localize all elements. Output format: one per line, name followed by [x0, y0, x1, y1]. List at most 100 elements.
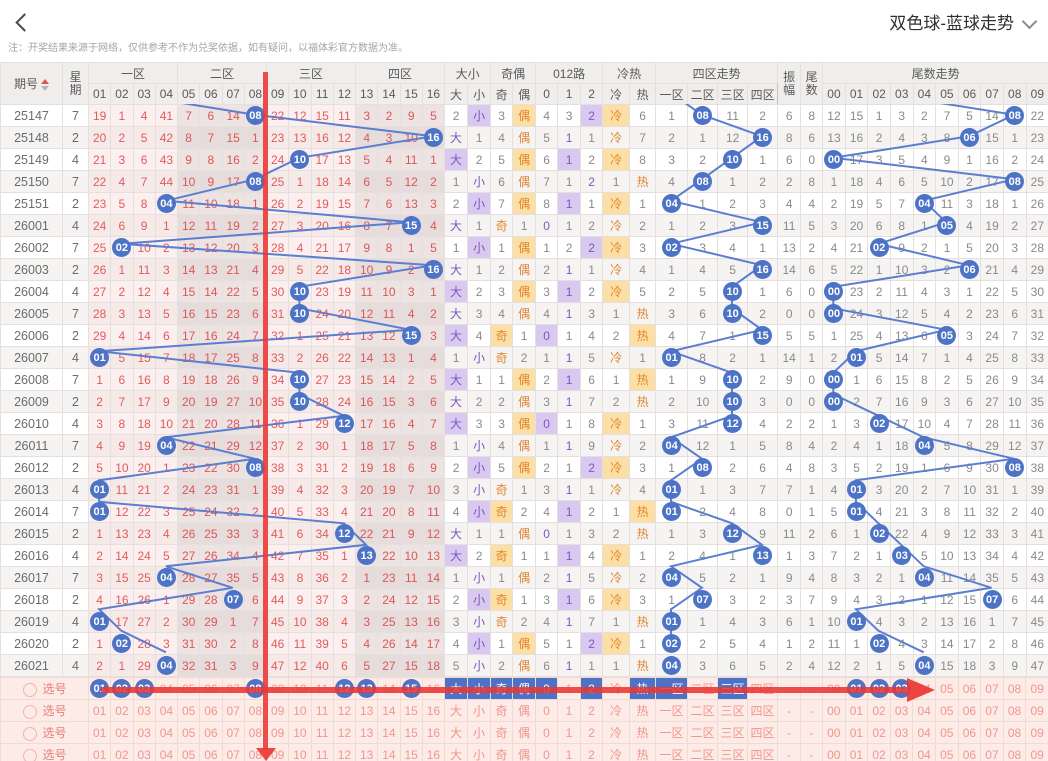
- trend-cell[interactable]: 12: [332, 721, 357, 744]
- trend-cell[interactable]: 07: [221, 743, 245, 761]
- trend-cell[interactable]: 二区: [687, 743, 719, 761]
- trend-cell[interactable]: -: [800, 743, 824, 761]
- trend-cell[interactable]: 14: [377, 743, 401, 761]
- trend-cell[interactable]: 08: [1002, 721, 1027, 744]
- trend-cell[interactable]: 14: [377, 699, 401, 722]
- trend-cell[interactable]: 15: [399, 743, 423, 761]
- trend-cell[interactable]: 10: [288, 743, 312, 761]
- trend-cell[interactable]: 01: [88, 699, 112, 722]
- trend-cell[interactable]: -: [777, 699, 802, 722]
- trend-cell[interactable]: 偶: [512, 699, 537, 722]
- trend-cell[interactable]: 08: [243, 699, 268, 722]
- trend-cell[interactable]: 大: [444, 743, 469, 761]
- trend-cell[interactable]: 07: [221, 699, 245, 722]
- trend-cell[interactable]: 一区: [655, 743, 689, 761]
- trend-cell[interactable]: -: [777, 743, 802, 761]
- trend-cell[interactable]: 01: [88, 721, 112, 744]
- pick-label[interactable]: 选号: [0, 699, 90, 722]
- trend-cell[interactable]: 冷: [602, 699, 631, 722]
- trend-cell[interactable]: 04: [154, 699, 179, 722]
- trend-cell[interactable]: 14: [377, 721, 401, 744]
- trend-cell[interactable]: 小: [467, 721, 492, 744]
- trend-cell[interactable]: 04: [912, 721, 936, 744]
- trend-cell[interactable]: 01: [88, 743, 112, 761]
- trend-cell[interactable]: 1: [557, 743, 582, 761]
- trend-cell[interactable]: 四区: [747, 721, 779, 744]
- trend-cell[interactable]: 09: [1025, 743, 1048, 761]
- trend-cell[interactable]: 04: [912, 699, 936, 722]
- trend-cell[interactable]: 02: [110, 699, 134, 722]
- trend-cell[interactable]: 09: [266, 721, 290, 744]
- trend-cell[interactable]: 05: [177, 699, 201, 722]
- trend-cell[interactable]: 10: [288, 721, 312, 744]
- trend-cell[interactable]: 06: [957, 699, 982, 722]
- trend-cell[interactable]: 0: [535, 699, 559, 722]
- trend-cell[interactable]: 05: [934, 677, 959, 700]
- trend-cell[interactable]: 06: [957, 721, 982, 744]
- trend-cell[interactable]: 05: [934, 721, 959, 744]
- trend-cell[interactable]: 03: [132, 699, 156, 722]
- trend-cell[interactable]: 08: [243, 721, 268, 744]
- trend-cell[interactable]: 01: [844, 743, 869, 761]
- trend-cell[interactable]: 热: [629, 721, 657, 744]
- trend-cell[interactable]: 小: [467, 699, 492, 722]
- trend-cell[interactable]: 08: [1002, 699, 1027, 722]
- trend-cell[interactable]: 07: [980, 699, 1004, 722]
- trend-cell[interactable]: 奇: [490, 743, 514, 761]
- trend-cell[interactable]: 12: [332, 743, 357, 761]
- trend-cell[interactable]: 大: [444, 699, 469, 722]
- trend-cell[interactable]: 01: [88, 677, 112, 700]
- trend-cell[interactable]: 偶: [512, 743, 537, 761]
- trend-cell[interactable]: 05: [934, 699, 959, 722]
- trend-cell[interactable]: 06: [199, 721, 223, 744]
- trend-cell[interactable]: 00: [822, 721, 846, 744]
- trend-cell[interactable]: 02: [867, 699, 891, 722]
- trend-cell[interactable]: 冷: [602, 743, 631, 761]
- trend-cell[interactable]: 09: [1025, 677, 1048, 700]
- trend-cell[interactable]: 一区: [655, 721, 689, 744]
- trend-cell[interactable]: 02: [110, 721, 134, 744]
- trend-cell[interactable]: 13: [355, 743, 379, 761]
- trend-cell[interactable]: 09: [1025, 699, 1048, 722]
- trend-cell[interactable]: 04: [154, 743, 179, 761]
- trend-cell[interactable]: 16: [421, 699, 446, 722]
- trend-cell[interactable]: 03: [889, 699, 914, 722]
- trend-cell[interactable]: 06: [957, 743, 982, 761]
- trend-cell[interactable]: 08: [1002, 677, 1027, 700]
- trend-cell[interactable]: 大: [444, 721, 469, 744]
- trend-cell[interactable]: 小: [467, 743, 492, 761]
- trend-cell[interactable]: 01: [844, 699, 869, 722]
- trend-cell[interactable]: 07: [221, 721, 245, 744]
- trend-cell[interactable]: 00: [822, 743, 846, 761]
- trend-cell[interactable]: 三区: [717, 743, 749, 761]
- trend-cell[interactable]: 11: [310, 721, 334, 744]
- trend-cell[interactable]: 1: [557, 721, 582, 744]
- trend-cell[interactable]: 15: [399, 721, 423, 744]
- pick-label[interactable]: 选号: [0, 743, 90, 761]
- trend-cell[interactable]: 12: [332, 699, 357, 722]
- trend-cell[interactable]: 08: [1002, 743, 1027, 761]
- radio-icon[interactable]: [22, 682, 37, 697]
- radio-icon[interactable]: [22, 704, 37, 719]
- trend-cell[interactable]: 0: [535, 721, 559, 744]
- trend-cell[interactable]: 05: [177, 721, 201, 744]
- trend-cell[interactable]: 06: [199, 743, 223, 761]
- trend-cell[interactable]: 10: [288, 699, 312, 722]
- trend-cell[interactable]: 09: [266, 699, 290, 722]
- pick-label[interactable]: 选号: [0, 721, 90, 744]
- trend-cell[interactable]: 冷: [602, 721, 631, 744]
- page-title-dropdown[interactable]: 双色球-蓝球走势: [889, 9, 1014, 34]
- trend-cell[interactable]: 16: [421, 743, 446, 761]
- trend-cell[interactable]: 03: [132, 743, 156, 761]
- trend-cell[interactable]: 2: [580, 743, 604, 761]
- trend-cell[interactable]: 11: [310, 699, 334, 722]
- trend-cell[interactable]: 二区: [687, 699, 719, 722]
- trend-cell[interactable]: 11: [310, 743, 334, 761]
- trend-cell[interactable]: 06: [199, 699, 223, 722]
- trend-cell[interactable]: 奇: [490, 699, 514, 722]
- trend-cell[interactable]: 0: [535, 743, 559, 761]
- trend-cell[interactable]: 13: [355, 721, 379, 744]
- trend-cell[interactable]: 三区: [717, 721, 749, 744]
- trend-cell[interactable]: -: [777, 721, 802, 744]
- trend-cell[interactable]: -: [800, 699, 824, 722]
